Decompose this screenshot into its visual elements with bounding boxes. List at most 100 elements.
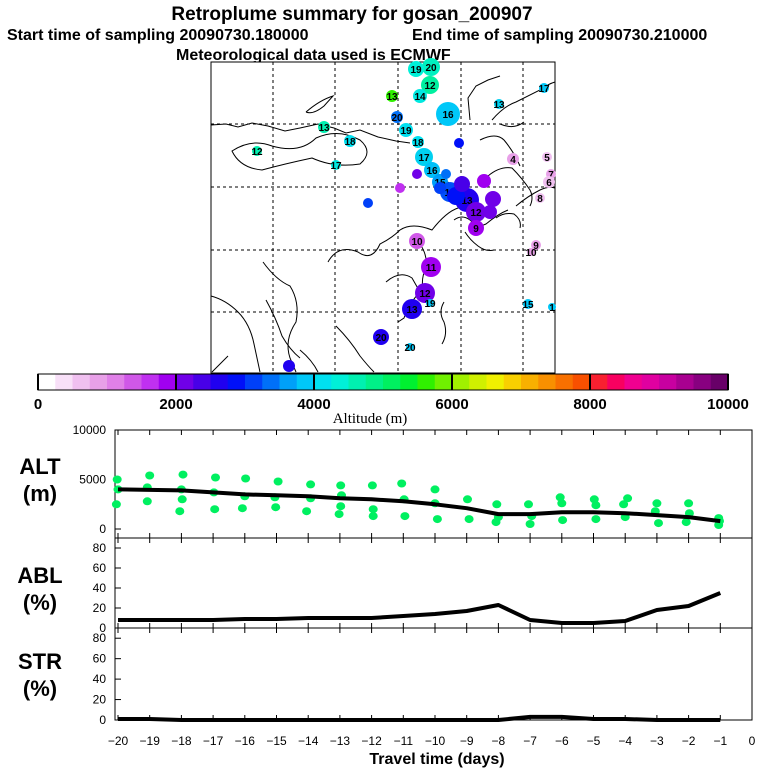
- plume-marker-label: 14: [414, 92, 426, 103]
- alt-scatter-point: [368, 512, 378, 521]
- colorbar-cell: [348, 374, 367, 390]
- plume-marker-dot: [386, 90, 398, 102]
- plume-marker-dot: [483, 205, 497, 219]
- plume-marker: 5: [542, 152, 552, 164]
- colorbar-cell: [400, 374, 418, 390]
- x-tick-label: −1: [713, 734, 727, 748]
- plume-marker-dot: [548, 303, 556, 311]
- alt-scatter-point: [684, 499, 694, 508]
- alt-scatter-point: [175, 507, 185, 516]
- abl-unit: (%): [23, 590, 57, 615]
- plume-marker-dot: [454, 176, 470, 192]
- plume-marker-label: 12: [470, 208, 482, 219]
- colorbar-cell: [434, 374, 453, 390]
- plume-marker-dot: [391, 111, 403, 123]
- plume-marker-label: 13: [406, 305, 418, 316]
- plume-marker: [363, 198, 373, 208]
- alt-scatter-point: [111, 500, 121, 509]
- plume-marker-dot: [415, 283, 435, 303]
- plume-marker-dot: [318, 121, 330, 133]
- colorbar-cell: [676, 374, 694, 390]
- plume-marker: 6: [543, 176, 555, 189]
- x-tick-label: −8: [492, 734, 506, 748]
- abl-title: ABL: [17, 563, 62, 588]
- abl-panel: ABL (%) 0 20 40 60 80: [17, 537, 753, 635]
- alt-scatter-point: [273, 477, 283, 486]
- colorbar-cell: [89, 374, 108, 390]
- colorbar-cell: [607, 374, 625, 390]
- x-tick-label: −15: [266, 734, 287, 748]
- plume-marker-dot: [531, 240, 541, 250]
- plume-marker-dot: [395, 183, 405, 193]
- alt-panel: ALT (m) 0 5000 10000: [19, 423, 753, 539]
- plume-marker-label: 13: [461, 196, 473, 207]
- alt-scatter-point: [142, 497, 152, 506]
- plume-marker-label: 18: [412, 138, 424, 149]
- alt-scatter-point: [623, 494, 633, 503]
- x-tick-label: −14: [298, 734, 319, 748]
- colorbar-cell: [659, 374, 677, 390]
- colorbar-cell: [469, 374, 487, 390]
- plume-marker: 13: [318, 121, 330, 134]
- colorbar-cell: [710, 374, 729, 390]
- plume-marker-dot: [344, 135, 356, 147]
- alt-scatter-point: [524, 500, 533, 509]
- plume-marker-dot: [434, 182, 446, 194]
- plume-marker-label: 16: [426, 166, 438, 177]
- plume-marker-label: 17: [538, 84, 550, 95]
- x-tick-label: −11: [394, 734, 414, 748]
- colorbar-tick-label: 8000: [573, 396, 606, 413]
- plume-marker: 12: [466, 202, 486, 222]
- plume-marker-dot: [408, 61, 424, 77]
- plume-marker: 8: [535, 193, 545, 205]
- map-gridlines: [211, 62, 555, 373]
- plume-marker-dot: [468, 220, 484, 236]
- plume-marker: 17: [330, 160, 342, 172]
- alt-scatter-point: [463, 495, 472, 504]
- alt-scatter-point: [681, 518, 691, 527]
- plume-marker: 10: [409, 233, 425, 249]
- plume-marker: 9: [468, 220, 484, 236]
- plume-marker: [283, 360, 295, 372]
- y-tick-label: 5000: [79, 473, 106, 487]
- plume-marker-label: 4: [510, 155, 516, 166]
- colorbar-cell: [193, 374, 211, 390]
- alt-scatter-point: [336, 502, 346, 511]
- plume-marker: 20: [422, 58, 440, 76]
- alt-scatter-point: [432, 515, 442, 524]
- plume-marker-label: 20: [391, 113, 403, 124]
- plume-marker-dot: [421, 76, 439, 94]
- colorbar-label: Altitude (m): [333, 411, 408, 427]
- plume-marker-label: 12: [251, 147, 263, 158]
- plume-marker-label: 6: [546, 178, 552, 189]
- plume-marker-label: 18: [344, 137, 356, 148]
- alt-scatter-point: [558, 516, 568, 525]
- y-tick-label: 40: [93, 672, 107, 686]
- colorbar-cell: [124, 374, 142, 390]
- colorbar-tick-label: 0: [34, 396, 42, 413]
- plume-marker: 18: [344, 135, 356, 148]
- plume-marker-label: 20: [375, 333, 387, 344]
- colorbar-cell: [452, 374, 470, 390]
- plume-marker: 18: [412, 136, 424, 149]
- start-time-label: Start time of sampling 20090730.180000: [7, 27, 309, 44]
- plume-marker: 17: [538, 83, 550, 95]
- plume-marker-label: 11: [426, 263, 437, 274]
- plume-marker-label: 9: [533, 241, 539, 252]
- plume-marker: [477, 174, 491, 188]
- y-tick-label: 0: [99, 621, 106, 635]
- x-tick-label: −19: [140, 734, 161, 748]
- plume-marker-dot: [399, 123, 413, 137]
- abl-series-line: [118, 591, 722, 625]
- plume-marker-dot: [406, 343, 414, 351]
- y-tick-label: 80: [93, 541, 107, 555]
- plume-marker: 20: [404, 343, 416, 354]
- y-tick-label: 0: [99, 522, 106, 536]
- x-tick-label: −20: [108, 734, 129, 748]
- plume-marker: 15: [522, 299, 534, 311]
- plume-marker-label: 13: [493, 100, 505, 111]
- alt-scatter-point: [555, 493, 565, 502]
- plume-marker: 9: [531, 240, 541, 252]
- colorbar-cell: [296, 374, 315, 390]
